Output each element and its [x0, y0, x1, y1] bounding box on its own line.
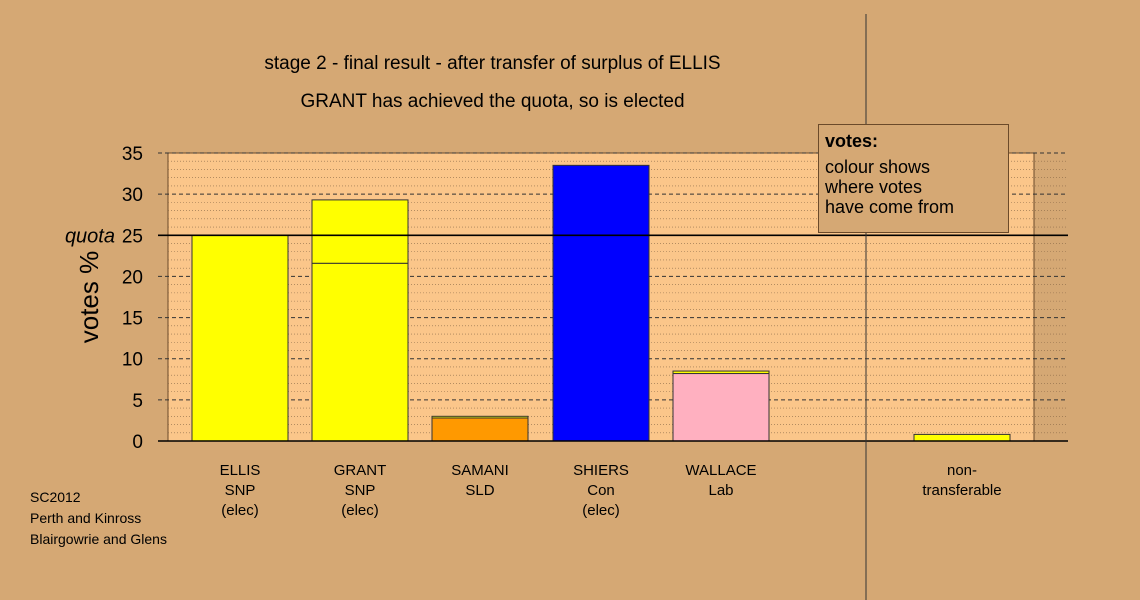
bar-segment [431, 417, 529, 442]
x-label-line: non- [946, 462, 978, 479]
footer-line: Perth and Kinross [30, 510, 142, 526]
bar-segment [431, 415, 529, 419]
y-tick-label: 30 [122, 185, 143, 206]
x-label-line: WALLACE [685, 462, 757, 479]
x-label-line: GRANT [333, 462, 387, 479]
x-label-shiers: SHIERS Con (elec) [541, 461, 661, 521]
footer-line: Blairgowrie and Glens [30, 531, 167, 547]
y-axis-label: votes % [74, 251, 104, 344]
chart-subtitle: GRANT has achieved the quota, so is elec… [300, 91, 685, 112]
x-label-line: SNP [344, 482, 376, 499]
x-label-line: (elec) [582, 502, 620, 519]
y-tick-label: 10 [122, 350, 143, 371]
y-tick-label: 35 [122, 144, 143, 165]
bar-segment [913, 433, 1011, 442]
x-label-line: SHIERS [573, 462, 629, 479]
bar-segment [191, 234, 289, 442]
legend-line: where votes [825, 177, 923, 197]
y-tick-label: 25 [122, 226, 143, 247]
x-label-line: transferable [922, 482, 1002, 499]
x-label-ellis: ELLIS SNP (elec) [180, 461, 300, 521]
x-label-non-transferable: non- transferable [902, 461, 1022, 501]
x-label-line: (elec) [341, 502, 379, 519]
x-label-line: SNP [224, 482, 256, 499]
x-label-grant: GRANT SNP (elec) [300, 461, 420, 521]
y-tick-label: 5 [132, 391, 143, 412]
x-label-line: ELLIS [219, 462, 261, 479]
y-tick-label: 15 [122, 309, 143, 330]
y-tick-label: 0 [132, 432, 143, 453]
x-label-line: (elec) [221, 502, 259, 519]
legend-title: votes: [825, 131, 879, 151]
x-label-line: SLD [465, 482, 495, 499]
legend-box: votes: colour shows where votes have com… [818, 124, 1009, 233]
bar-segment [311, 262, 409, 442]
bar-segment [672, 370, 770, 375]
x-label-line: Con [587, 482, 615, 499]
x-label-wallace: WALLACE Lab [661, 461, 781, 501]
x-label-line: Lab [708, 482, 734, 499]
legend-line: colour shows [825, 157, 931, 177]
quota-label: quota [65, 225, 115, 247]
bar-segment [311, 199, 409, 264]
chart-title: stage 2 - final result - after transfer … [264, 53, 721, 74]
y-tick-label: 20 [122, 267, 143, 288]
x-label-line: SAMANI [451, 462, 509, 479]
footer-info: SC2012 Perth and Kinross Blairgowrie and… [30, 487, 167, 550]
x-label-samani: SAMANI SLD [420, 461, 540, 501]
bar-segment [672, 373, 770, 442]
footer-line: SC2012 [30, 489, 81, 505]
bar-segment [552, 164, 650, 442]
legend-line: have come from [825, 197, 955, 217]
